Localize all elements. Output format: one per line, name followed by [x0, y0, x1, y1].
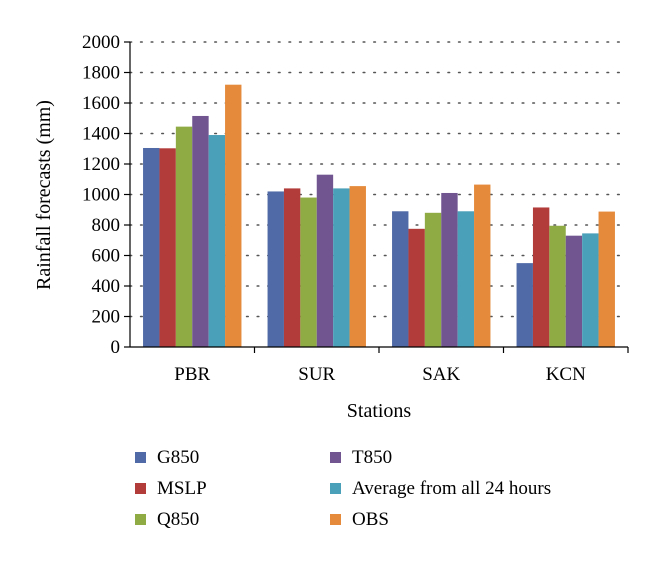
bar-kcn-mslp [532, 207, 550, 347]
bar-sak-q850 [424, 212, 442, 347]
y-tick-labels: 0 200 400 600 800 1000 1200 1400 1600 1800 2000 [82, 32, 120, 358]
bar-sak-average-from-all-24-hours [457, 211, 475, 347]
x-tick-labels: PBR SUR SAK KCN [174, 364, 586, 385]
bar-sur-g850 [267, 191, 284, 347]
bar-sur-q850 [300, 197, 317, 347]
bar-kcn-g850 [516, 263, 533, 347]
legend-swatch [135, 452, 146, 463]
bar-sur-obs [349, 186, 366, 347]
bar-pbr-q850 [175, 126, 193, 347]
x-tick-label: SUR [298, 364, 335, 385]
x-tick-label: SAK [422, 364, 460, 385]
x-tick-label: PBR [174, 364, 210, 385]
y-tick-label: 1400 [82, 124, 120, 145]
bar-sak-mslp [408, 228, 425, 347]
bar-pbr-average-from-all-24-hours [208, 135, 226, 347]
bar-pbr-mslp [159, 148, 176, 347]
x-tick-label: KCN [546, 364, 586, 385]
x-axis-title: Stations [347, 400, 412, 422]
y-tick-label: 1800 [82, 63, 120, 84]
bar-kcn-obs [598, 211, 615, 347]
legend-label: G850 [157, 447, 199, 468]
legend-label: OBS [352, 509, 389, 530]
y-tick-label: 1600 [82, 93, 120, 114]
bar-sak-g850 [392, 211, 409, 347]
legend-label: Average from all 24 hours [352, 478, 551, 499]
y-tick-label: 800 [92, 215, 121, 236]
legend-swatch [135, 483, 146, 494]
bar-pbr-obs [225, 84, 242, 347]
legend-swatch [330, 483, 341, 494]
legend-swatch [330, 514, 341, 525]
y-tick-label: 400 [92, 276, 121, 297]
legend-swatch [330, 452, 341, 463]
y-tick-label: 1200 [82, 154, 120, 175]
legend: G850 MSLP Q850 T850 Average from all 24 hour… [135, 447, 551, 530]
y-tick-label: 0 [111, 337, 121, 358]
bar-pbr-g850 [143, 147, 160, 347]
bar-sur-mslp [283, 188, 301, 347]
bar-pbr-t850 [192, 115, 209, 348]
legend-label: T850 [352, 447, 392, 468]
bar-kcn-q850 [549, 225, 566, 347]
y-tick-label: 1000 [82, 185, 120, 206]
bar-sur-average-from-all-24-hours [333, 188, 350, 347]
bar-kcn-average-from-all-24-hours [582, 233, 599, 347]
bar-sak-obs [474, 184, 491, 347]
y-tick-label: 200 [92, 307, 121, 328]
bar-kcn-t850 [565, 235, 583, 347]
axes [124, 41, 629, 353]
y-tick-label: 600 [92, 246, 121, 267]
y-axis-title: Rainfall forecasts (mm) [33, 100, 55, 290]
legend-swatch [135, 514, 146, 525]
legend-label: MSLP [157, 478, 207, 499]
y-tick-label: 2000 [82, 32, 120, 53]
legend-label: Q850 [157, 509, 199, 530]
bars [143, 84, 615, 348]
bar-sak-t850 [441, 192, 458, 347]
bar-sur-t850 [316, 174, 334, 347]
